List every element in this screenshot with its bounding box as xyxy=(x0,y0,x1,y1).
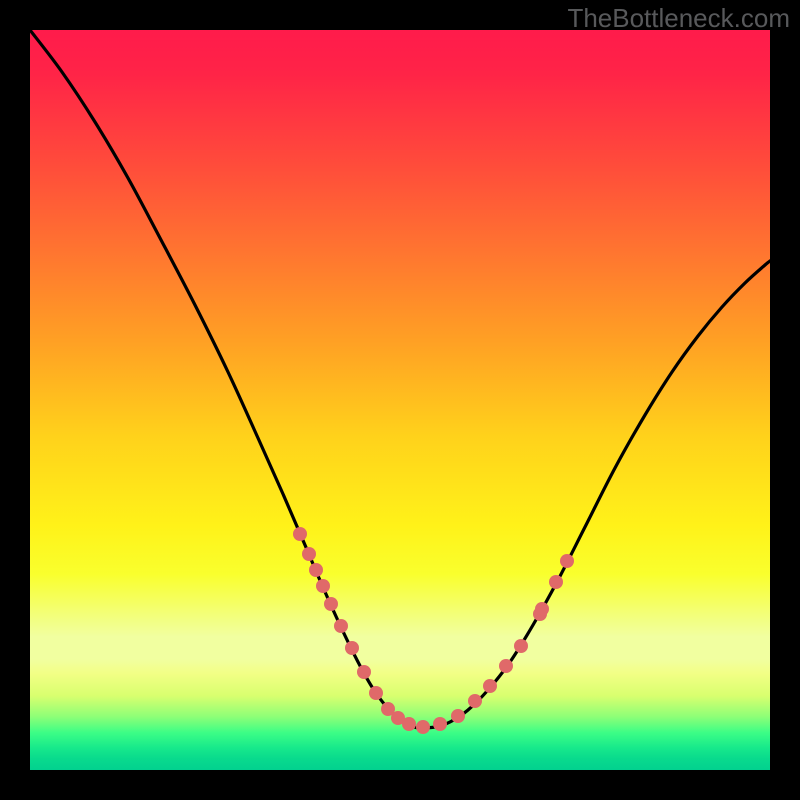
data-point xyxy=(369,686,383,700)
data-point xyxy=(334,619,348,633)
data-point xyxy=(293,527,307,541)
data-point xyxy=(549,575,563,589)
data-point xyxy=(345,641,359,655)
data-point xyxy=(535,602,549,616)
data-point xyxy=(416,720,430,734)
data-point xyxy=(316,579,330,593)
plot-area xyxy=(30,30,770,770)
data-point xyxy=(302,547,316,561)
curve-path xyxy=(418,261,770,728)
data-point xyxy=(468,694,482,708)
data-point xyxy=(514,639,528,653)
curve-path xyxy=(30,30,418,728)
data-point xyxy=(499,659,513,673)
stage: TheBottleneck.com xyxy=(0,0,800,800)
data-point xyxy=(483,679,497,693)
data-point xyxy=(324,597,338,611)
data-point xyxy=(357,665,371,679)
data-point xyxy=(433,717,447,731)
chart-svg xyxy=(30,30,770,770)
data-point xyxy=(402,717,416,731)
data-point xyxy=(451,709,465,723)
data-point xyxy=(560,554,574,568)
data-point xyxy=(309,563,323,577)
watermark-text: TheBottleneck.com xyxy=(567,3,790,34)
